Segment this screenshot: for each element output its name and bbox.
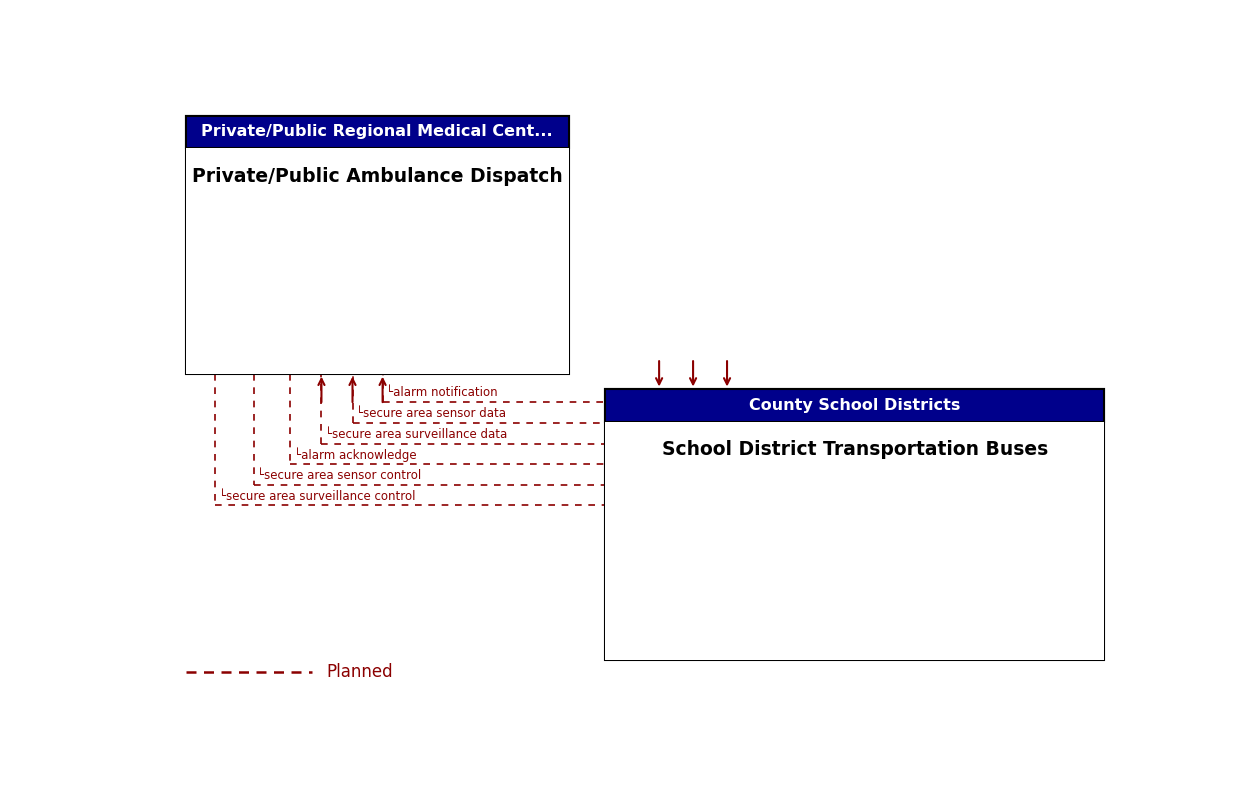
Text: └secure area surveillance data: └secure area surveillance data [326, 428, 507, 441]
Bar [185, 116, 568, 374]
Text: └alarm notification: └alarm notification [387, 386, 498, 399]
Bar [605, 422, 1104, 660]
Bar [185, 148, 568, 374]
Text: └secure area surveillance control: └secure area surveillance control [219, 490, 416, 503]
Bar [605, 389, 1104, 660]
Text: Private/Public Regional Medical Cent...: Private/Public Regional Medical Cent... [202, 124, 553, 139]
Text: School District Transportation Buses: School District Transportation Buses [661, 440, 1048, 460]
Text: └secure area sensor control: └secure area sensor control [258, 469, 422, 482]
Bar [605, 389, 1104, 422]
Text: Private/Public Ambulance Dispatch: Private/Public Ambulance Dispatch [192, 166, 562, 186]
Text: └alarm acknowledge: └alarm acknowledge [294, 447, 417, 461]
Bar [185, 116, 568, 148]
Text: Planned: Planned [327, 663, 393, 681]
Text: └secure area sensor data: └secure area sensor data [357, 407, 506, 420]
Text: County School Districts: County School Districts [749, 398, 960, 413]
